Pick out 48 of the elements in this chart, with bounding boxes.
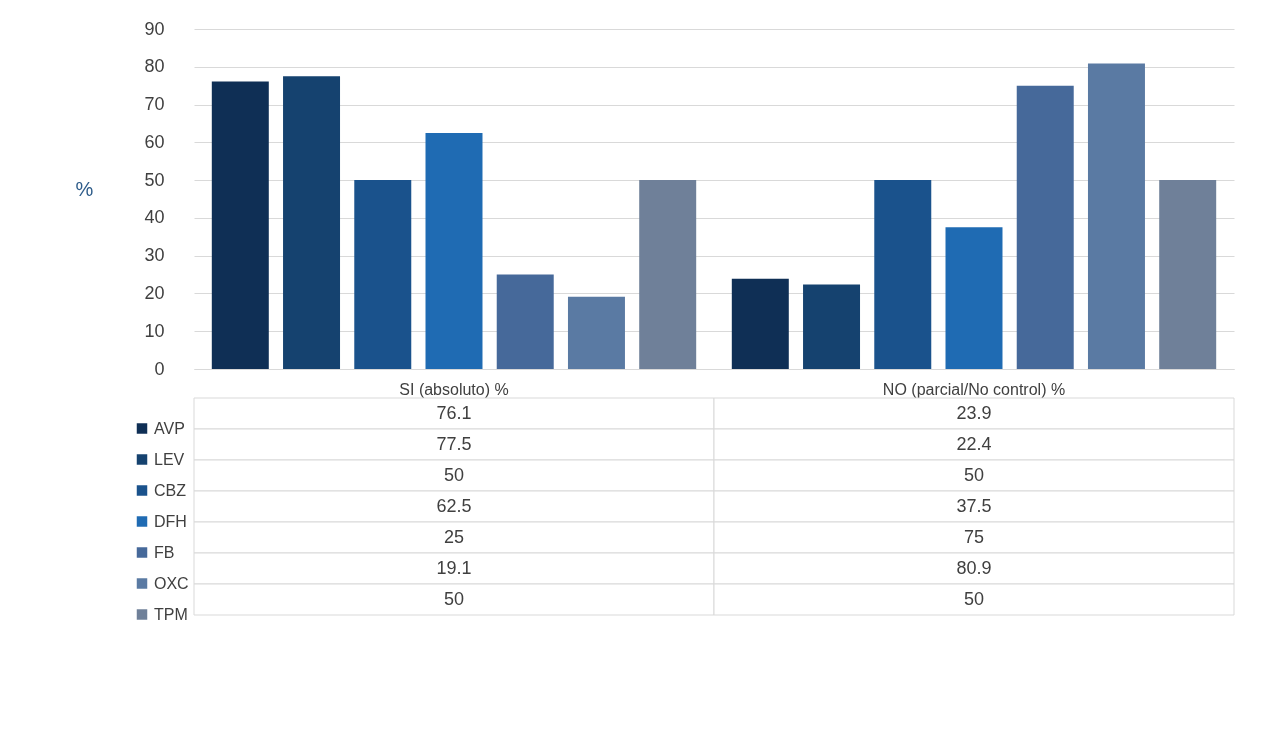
y-tick-label: 40 bbox=[144, 207, 165, 228]
y-tick-label: 0 bbox=[154, 358, 165, 379]
x-tick-label: SI (absoluto) % bbox=[399, 380, 509, 398]
bar bbox=[1159, 180, 1217, 369]
bar bbox=[567, 296, 625, 369]
legend-label: TPM bbox=[154, 605, 188, 623]
bar bbox=[1087, 63, 1145, 369]
y-tick-label: 60 bbox=[144, 131, 165, 152]
data-label: 22.4 bbox=[956, 433, 992, 454]
y-tick-label: 50 bbox=[144, 169, 165, 190]
data-label: 25 bbox=[443, 526, 465, 547]
legend-label: CBZ bbox=[154, 481, 187, 499]
legend-label: FB bbox=[154, 543, 175, 561]
bar bbox=[425, 132, 483, 369]
bar bbox=[639, 180, 697, 369]
data-label: 23.9 bbox=[956, 402, 992, 423]
data-label: 77.5 bbox=[436, 433, 472, 454]
data-label: 62.5 bbox=[436, 495, 472, 516]
data-label: 19.1 bbox=[436, 557, 472, 578]
bar bbox=[874, 180, 932, 369]
x-tick-label: NO (parcial/No control) % bbox=[882, 380, 1066, 398]
bar bbox=[496, 274, 554, 369]
data-label: 80.9 bbox=[956, 557, 992, 578]
bar bbox=[803, 284, 861, 369]
data-label: 76.1 bbox=[436, 402, 472, 423]
y-tick-label: 80 bbox=[144, 56, 165, 77]
y-tick-label: 30 bbox=[144, 245, 165, 266]
legend-label: DFH bbox=[154, 512, 187, 530]
bar bbox=[731, 278, 789, 369]
data-label: 50 bbox=[443, 588, 465, 609]
bar bbox=[354, 180, 412, 369]
y-tick-label: 70 bbox=[144, 94, 165, 115]
legend-label: AVP bbox=[154, 419, 185, 437]
bar bbox=[945, 227, 1003, 369]
bar bbox=[211, 81, 269, 369]
y-tick-label: 10 bbox=[144, 320, 165, 341]
data-label: 75 bbox=[963, 526, 985, 547]
y-tick-label: 90 bbox=[144, 18, 165, 39]
data-label: 50 bbox=[443, 464, 465, 485]
legend-label: LEV bbox=[154, 450, 185, 468]
data-label: 50 bbox=[963, 464, 985, 485]
data-label: 37.5 bbox=[956, 495, 992, 516]
legend-label: OXC bbox=[154, 574, 189, 592]
y-axis-title: % bbox=[75, 177, 94, 200]
data-label: 50 bbox=[963, 588, 985, 609]
bar bbox=[1016, 85, 1074, 369]
y-tick-label: 20 bbox=[144, 282, 165, 303]
bar bbox=[283, 76, 341, 369]
